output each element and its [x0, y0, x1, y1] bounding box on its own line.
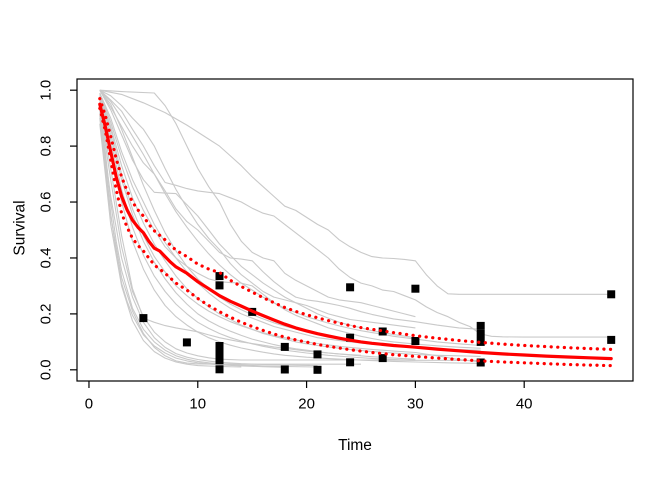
y-tick-label: 1.0 [37, 80, 54, 101]
individual-survival-curve [99, 89, 612, 295]
censored-point-marker [215, 281, 224, 290]
censored-point-marker [378, 354, 387, 363]
y-tick-label: 0.0 [38, 359, 55, 380]
individual-survival-curve [99, 101, 481, 364]
censored-point-marker [313, 365, 322, 374]
individual-survival-curve [99, 94, 481, 357]
individual-survival-curve [99, 109, 318, 368]
x-tick-label: 20 [298, 396, 315, 413]
individual-survival-curve [99, 89, 416, 329]
censored-point-marker [215, 272, 224, 281]
censored-point-marker [411, 284, 420, 293]
individual-survival-curve [99, 92, 481, 351]
censored-point-marker [476, 321, 485, 330]
y-tick-label: 0.6 [38, 192, 55, 213]
individual-survival-curve [99, 92, 481, 349]
individual-survival-curve [99, 89, 416, 348]
x-tick-label: 0 [85, 396, 93, 413]
censored-point-marker [607, 290, 616, 299]
censored-point-marker [313, 350, 322, 359]
individual-survival-curve [99, 97, 481, 363]
censored-point-marker [607, 335, 616, 344]
censored-point-marker [476, 337, 485, 346]
individual-survival-curve [99, 123, 242, 368]
censored-point-marker [346, 283, 355, 292]
individual-survival-curve [99, 89, 416, 318]
upper-confidence-band [98, 96, 613, 351]
censored-point-marker [476, 358, 485, 367]
individual-survival-curve [99, 89, 481, 347]
individual-survival-curve [99, 89, 416, 339]
censored-point-marker [346, 333, 355, 342]
censored-point-marker [215, 356, 224, 365]
censored-point-marker [139, 314, 148, 323]
y-axis-title: Survival [11, 200, 29, 256]
y-tick-label: 0.2 [37, 303, 54, 324]
lower-confidence-band [98, 106, 613, 368]
plot-border [76, 78, 634, 382]
individual-survival-curve [99, 98, 416, 361]
individual-survival-curve [99, 89, 612, 338]
x-axis-title: Time [338, 437, 372, 454]
individual-survival-curve [99, 106, 481, 362]
censored-point-marker [411, 337, 420, 345]
individual-survival-curve [99, 112, 285, 368]
individual-survival-curve [99, 115, 318, 367]
censored-point-marker [346, 358, 355, 367]
censored-point-marker [182, 338, 191, 347]
censored-point-marker [280, 365, 289, 374]
mean-survival-curve [98, 102, 613, 361]
censored-point-marker [215, 365, 224, 374]
censored-point-marker [215, 349, 224, 358]
x-tick-label: 40 [516, 396, 533, 413]
x-tick-label: 30 [407, 396, 424, 413]
x-tick-label: 10 [189, 396, 206, 413]
censored-point-marker [215, 342, 224, 350]
individual-survival-curve [99, 118, 361, 365]
y-tick-label: 0.4 [37, 248, 54, 269]
censored-point-marker [476, 330, 485, 338]
censored-point-marker [378, 327, 387, 336]
censored-point-marker [280, 342, 289, 351]
y-tick-label: 0.8 [38, 136, 55, 157]
